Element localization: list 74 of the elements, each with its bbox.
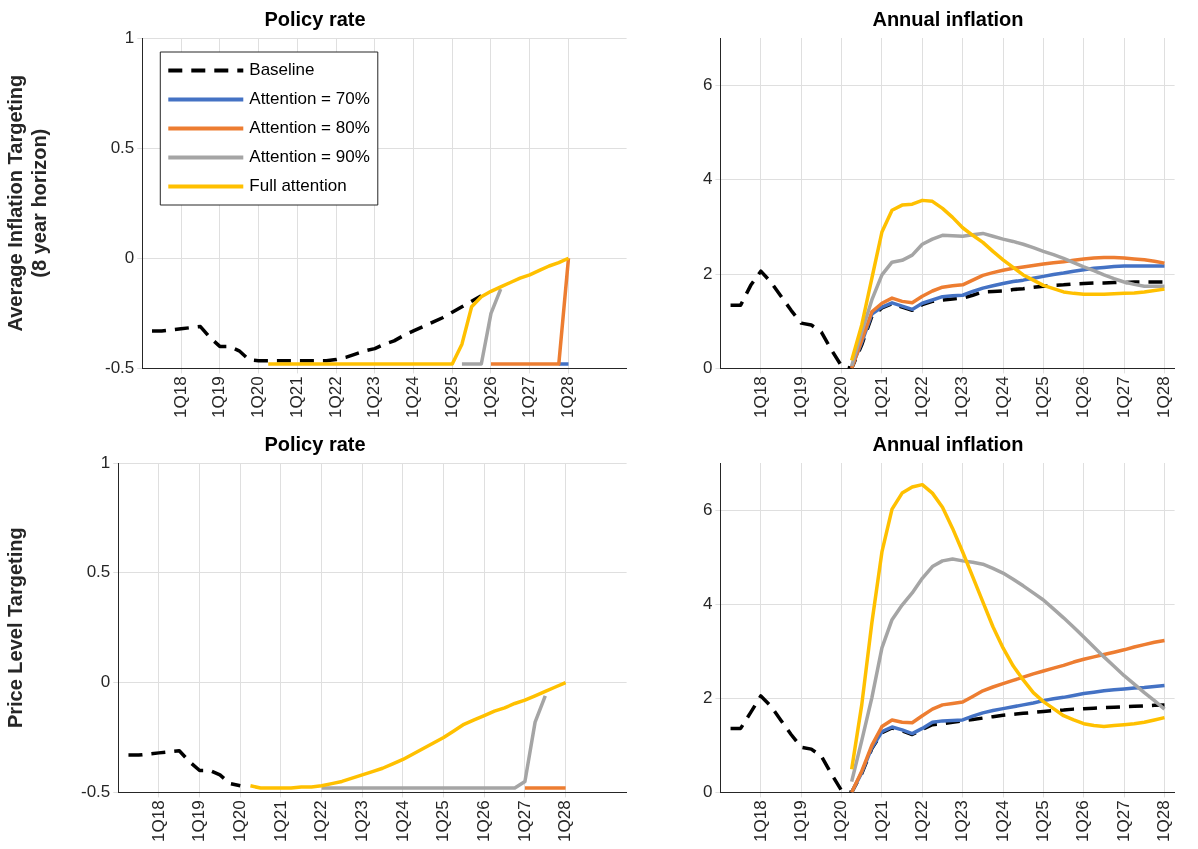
x-tick-label: 1Q24 (403, 376, 423, 419)
y-tick-label: 0 (124, 247, 135, 267)
x-tick-label: 1Q27 (1113, 800, 1133, 843)
x-tick-label: 1Q27 (514, 800, 534, 843)
x-tick-label: 1Q20 (248, 376, 268, 419)
x-tick-label: 1Q18 (148, 800, 168, 843)
y-tick-label: 0 (100, 672, 111, 692)
x-tick-label: 1Q19 (790, 376, 810, 419)
x-tick-label: 1Q28 (555, 800, 575, 843)
chart-title: Policy rate (264, 432, 366, 455)
y-tick-label: 4 (702, 593, 713, 613)
y-tick-label: 1 (124, 27, 135, 47)
x-tick-label: 1Q23 (952, 376, 972, 419)
x-tick-label: 1Q28 (1154, 376, 1174, 419)
x-tick-label: 1Q26 (473, 800, 493, 843)
x-tick-label: 1Q23 (364, 376, 384, 419)
x-tick-label: 1Q22 (311, 800, 331, 843)
x-tick-label: 1Q25 (441, 376, 461, 419)
x-tick-label: 1Q21 (270, 800, 290, 843)
x-tick-label: 1Q27 (519, 376, 539, 419)
y-axis-title: Average Inflation Targeting (8 year horizon) (3, 74, 50, 332)
x-tick-label: 1Q22 (911, 800, 931, 843)
x-tick-label: 1Q20 (229, 800, 249, 843)
legend-label: Attention = 70% (249, 89, 370, 109)
x-tick-label: 1Q25 (1033, 800, 1053, 843)
x-tick-label: 1Q18 (170, 376, 190, 419)
y-tick-label: 2 (702, 687, 713, 707)
y-tick-label: 0.5 (110, 137, 135, 157)
x-tick-label: 1Q24 (992, 376, 1012, 419)
line-series (150, 293, 484, 363)
y-tick-label: 6 (702, 499, 713, 519)
x-tick-label: 1Q22 (911, 376, 931, 419)
legend-label: Full attention (249, 176, 347, 196)
x-tick-label: 1Q19 (790, 800, 810, 843)
y-tick-label: 0 (702, 358, 713, 378)
x-tick-label: 1Q28 (558, 376, 578, 419)
x-tick-label: 1Q24 (992, 800, 1012, 843)
legend-label: Baseline (249, 60, 315, 80)
x-tick-label: 1Q18 (750, 376, 770, 419)
chart-title: Annual inflation (872, 432, 1024, 455)
y-tick-label: -0.5 (105, 358, 135, 378)
x-tick-label: 1Q18 (750, 800, 770, 843)
x-tick-label: 1Q26 (1073, 376, 1093, 419)
line-series (728, 694, 1167, 793)
y-tick-label: 0 (702, 782, 713, 802)
y-tick-label: 0.5 (86, 562, 111, 582)
y-tick-label: 1 (100, 452, 111, 472)
legend-label: Attention = 90% (249, 147, 370, 167)
x-tick-label: 1Q20 (831, 800, 851, 843)
x-tick-label: 1Q25 (433, 800, 453, 843)
x-tick-label: 1Q23 (351, 800, 371, 843)
x-tick-label: 1Q23 (952, 800, 972, 843)
x-tick-label: 1Q21 (286, 376, 306, 419)
chart-title: Annual inflation (872, 7, 1024, 30)
y-tick-label: 2 (702, 263, 713, 283)
legend-label: Attention = 80% (249, 118, 370, 138)
chart-title: Policy rate (264, 7, 366, 30)
x-tick-label: 1Q26 (480, 376, 500, 419)
x-tick-label: 1Q28 (1154, 800, 1174, 843)
x-tick-label: 1Q19 (209, 376, 229, 419)
x-tick-label: 1Q20 (831, 376, 851, 419)
x-tick-label: 1Q24 (392, 800, 412, 843)
x-tick-label: 1Q27 (1113, 376, 1133, 419)
x-tick-label: 1Q25 (1033, 376, 1053, 419)
y-tick-label: -0.5 (81, 782, 111, 802)
x-tick-label: 1Q19 (189, 800, 209, 843)
x-tick-label: 1Q21 (871, 376, 891, 419)
x-tick-label: 1Q26 (1073, 800, 1093, 843)
x-tick-label: 1Q21 (871, 800, 891, 843)
y-axis-title: Price Level Targeting (3, 527, 26, 729)
y-tick-label: 4 (702, 169, 713, 189)
x-tick-label: 1Q22 (325, 376, 345, 419)
y-tick-label: 6 (702, 74, 713, 94)
line-series (126, 748, 243, 788)
